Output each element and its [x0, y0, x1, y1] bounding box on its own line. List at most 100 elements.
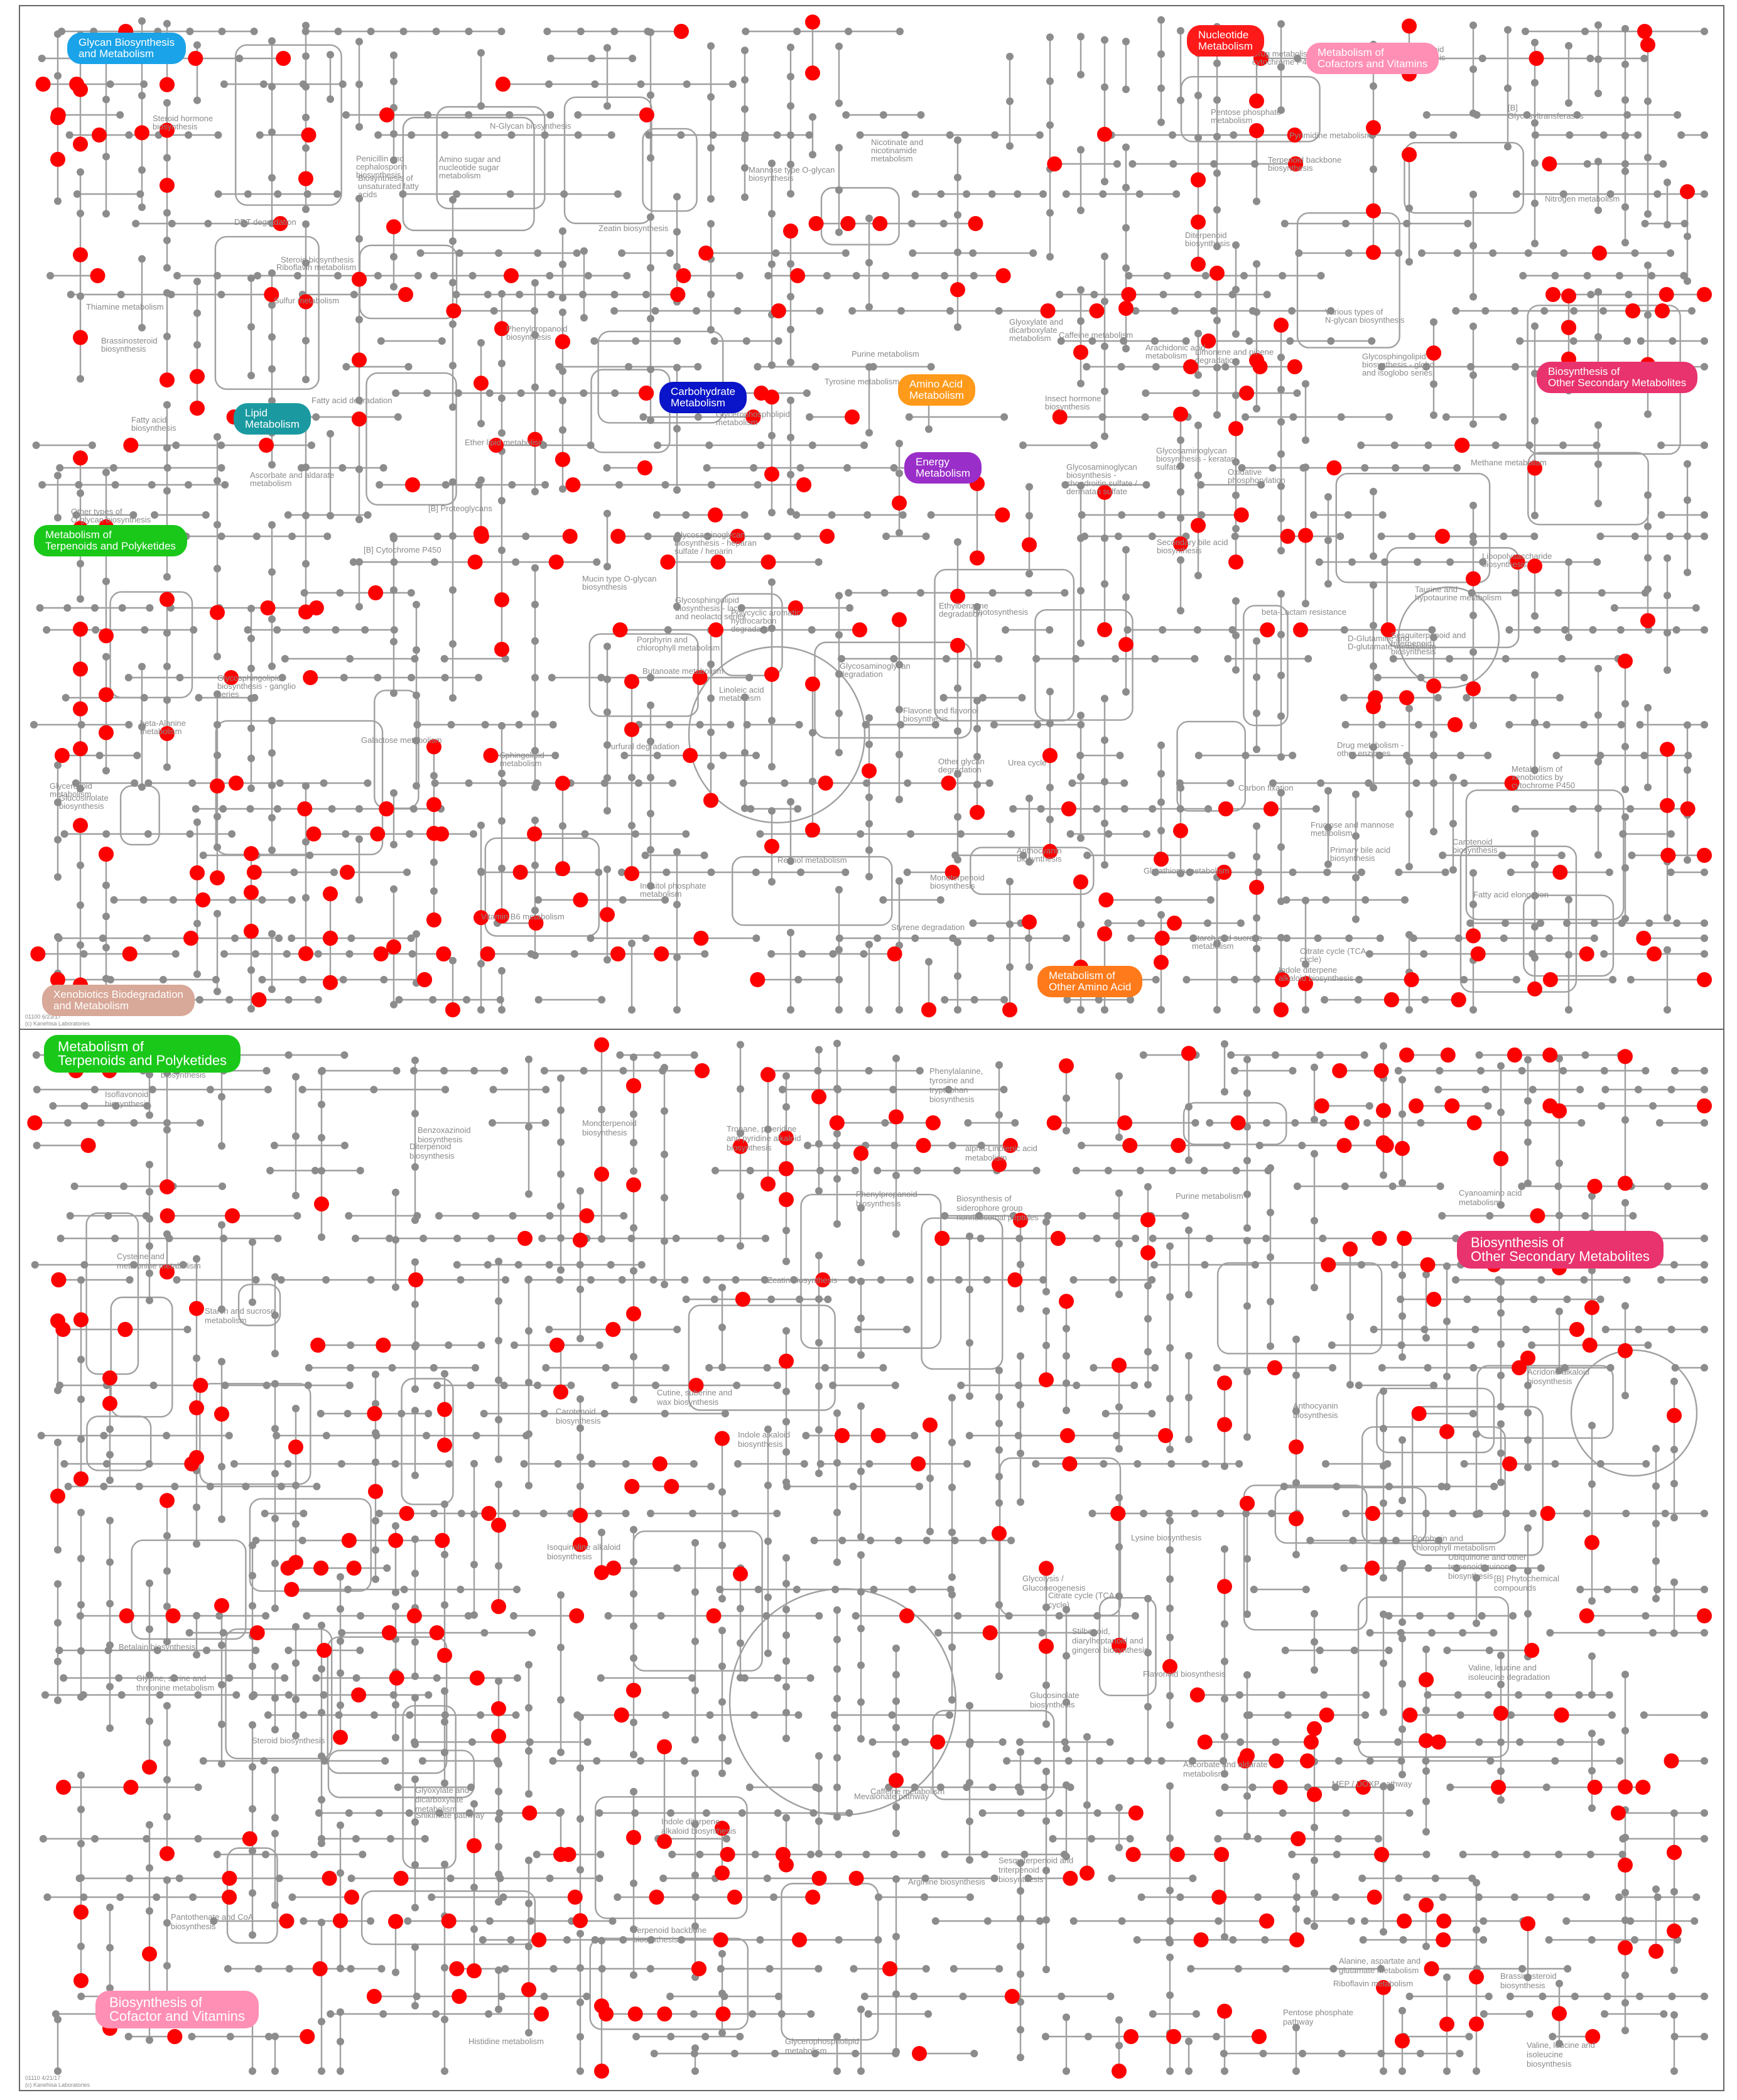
pathway-label[interactable]: Fatty acid degradation: [311, 396, 392, 405]
highlighted-compound[interactable]: [703, 793, 718, 808]
pathway-label[interactable]: Furfural degradation: [606, 742, 679, 751]
highlighted-compound[interactable]: [624, 674, 639, 690]
highlighted-compound[interactable]: [1002, 1002, 1017, 1017]
category-badge[interactable]: Metabolism of Cofactors and Vitamins: [1306, 43, 1439, 74]
highlighted-compound[interactable]: [352, 271, 367, 287]
highlighted-compound[interactable]: [1466, 571, 1481, 587]
highlighted-compound[interactable]: [190, 865, 205, 880]
pathway-label[interactable]: Glyoxylate and dicarboxylate metabolism: [1009, 317, 1063, 343]
highlighted-compound[interactable]: [1154, 852, 1169, 867]
highlighted-compound[interactable]: [92, 127, 107, 143]
pathway-label[interactable]: Sesquiterpenoid and triterpenoid biosynthe…: [1391, 631, 1466, 656]
pathway-label[interactable]: Diterpenoid biosynthesis: [1185, 230, 1230, 248]
pathway-label[interactable]: Metabolism of xenobiotics by cytochrome P4…: [1512, 764, 1575, 790]
highlighted-compound[interactable]: [1660, 848, 1676, 863]
highlighted-compound[interactable]: [1618, 653, 1633, 669]
highlighted-compound[interactable]: [1249, 123, 1264, 138]
highlighted-compound[interactable]: [528, 916, 544, 931]
highlighted-compound[interactable]: [693, 931, 709, 946]
highlighted-compound[interactable]: [1326, 460, 1342, 475]
highlighted-compound[interactable]: [301, 127, 317, 143]
highlighted-compound[interactable]: [1383, 992, 1399, 1007]
highlighted-compound[interactable]: [892, 495, 907, 511]
highlighted-compound[interactable]: [1173, 406, 1188, 422]
highlighted-compound[interactable]: [73, 247, 88, 262]
highlighted-compound[interactable]: [1697, 972, 1712, 987]
pathway-label[interactable]: Thiamine metabolism: [86, 302, 164, 311]
highlighted-compound[interactable]: [1233, 507, 1249, 522]
highlighted-compound[interactable]: [306, 826, 322, 842]
highlighted-compound[interactable]: [298, 946, 313, 961]
highlighted-compound[interactable]: [251, 992, 267, 1007]
highlighted-compound[interactable]: [473, 376, 489, 391]
highlighted-compound[interactable]: [1447, 717, 1463, 732]
highlighted-compound[interactable]: [790, 268, 806, 283]
pathway-label[interactable]: Glutathione metabolism: [1144, 866, 1230, 875]
pathway-label[interactable]: Taurine and hypotaurine metabolism: [1415, 585, 1502, 602]
highlighted-compound[interactable]: [160, 592, 175, 607]
highlighted-compound[interactable]: [1280, 529, 1296, 544]
highlighted-compound[interactable]: [73, 701, 88, 717]
pathway-label[interactable]: Starch and sucrose metabolism: [1192, 933, 1262, 951]
pathway-label[interactable]: Linoleic acid metabolism: [719, 685, 764, 703]
pathway-label[interactable]: Amino sugar and nucleotide sugar metabolis…: [439, 154, 501, 180]
highlighted-compound[interactable]: [708, 507, 723, 522]
highlighted-compound[interactable]: [1287, 359, 1302, 374]
highlighted-compound[interactable]: [73, 621, 88, 637]
highlighted-compound[interactable]: [483, 748, 499, 763]
highlighted-compound[interactable]: [1504, 776, 1520, 791]
highlighted-compound[interactable]: [941, 776, 956, 791]
highlighted-compound[interactable]: [30, 946, 46, 961]
pathway-label[interactable]: Galactose metabolism: [361, 735, 442, 745]
highlighted-compound[interactable]: [1249, 352, 1264, 368]
highlighted-compound[interactable]: [426, 797, 441, 813]
highlighted-compound[interactable]: [297, 801, 313, 816]
highlighted-compound[interactable]: [1402, 18, 1417, 34]
pathway-label[interactable]: Methane metabolism: [1471, 458, 1547, 467]
highlighted-compound[interactable]: [1239, 386, 1255, 401]
highlighted-compound[interactable]: [1249, 93, 1264, 109]
highlighted-compound[interactable]: [160, 77, 175, 92]
pathway-label[interactable]: Primary bile acid biosynthesis: [1330, 845, 1390, 863]
highlighted-compound[interactable]: [50, 151, 65, 167]
pathway-label[interactable]: Biosynthesis of unsaturated fatty acids: [358, 173, 419, 199]
highlighted-compound[interactable]: [50, 110, 65, 126]
highlighted-compound[interactable]: [1218, 801, 1233, 816]
highlighted-compound[interactable]: [473, 910, 489, 926]
highlighted-compound[interactable]: [1118, 637, 1134, 652]
pathway-label[interactable]: D-Glutamine and D-glutamate metabolism: [1348, 634, 1436, 651]
highlighted-compound[interactable]: [818, 776, 833, 791]
highlighted-compound[interactable]: [1061, 801, 1076, 816]
highlighted-compound[interactable]: [1552, 865, 1568, 880]
highlighted-compound[interactable]: [1470, 946, 1486, 961]
highlighted-compound[interactable]: [494, 592, 509, 608]
highlighted-compound[interactable]: [1680, 184, 1695, 200]
pathway-label[interactable]: Phenylpropanoid biosynthesis: [506, 324, 568, 342]
highlighted-compound[interactable]: [210, 605, 225, 620]
highlighted-compound[interactable]: [1191, 214, 1206, 230]
highlighted-compound[interactable]: [273, 216, 288, 231]
highlighted-compound[interactable]: [624, 722, 639, 737]
highlighted-compound[interactable]: [708, 622, 724, 637]
highlighted-compound[interactable]: [783, 223, 798, 239]
pathway-label[interactable]: Carbon fixation: [1238, 783, 1293, 793]
highlighted-compound[interactable]: [244, 846, 259, 862]
highlighted-compound[interactable]: [754, 386, 769, 401]
pathway-label[interactable]: Ascorbate and aldarate metabolism: [250, 470, 334, 488]
highlighted-compound[interactable]: [1040, 303, 1056, 318]
highlighted-compound[interactable]: [820, 529, 835, 544]
highlighted-compound[interactable]: [872, 216, 888, 231]
highlighted-compound[interactable]: [764, 666, 779, 682]
highlighted-compound[interactable]: [398, 287, 413, 302]
pathway-label[interactable]: Riboflavin metabolism: [276, 262, 356, 272]
highlighted-compound[interactable]: [1047, 156, 1063, 171]
highlighted-compound[interactable]: [73, 741, 88, 757]
pathway-label[interactable]: Penicillin and cephalosporin biosynthesis: [356, 154, 407, 180]
pathway-label[interactable]: Citrate cycle (TCA cycle): [1300, 946, 1366, 964]
pathway-label[interactable]: Porphyrin and chlorophyll metabolism: [637, 635, 720, 652]
pathway-label[interactable]: Arachidonic acid metabolism: [1145, 343, 1205, 360]
pathway-label[interactable]: Glycosaminoglycan biosynthesis -chondroit…: [1066, 462, 1137, 496]
pathway-label[interactable]: Ethylbenzene degradation: [939, 601, 988, 619]
highlighted-compound[interactable]: [796, 477, 812, 492]
highlighted-compound[interactable]: [1561, 320, 1576, 335]
